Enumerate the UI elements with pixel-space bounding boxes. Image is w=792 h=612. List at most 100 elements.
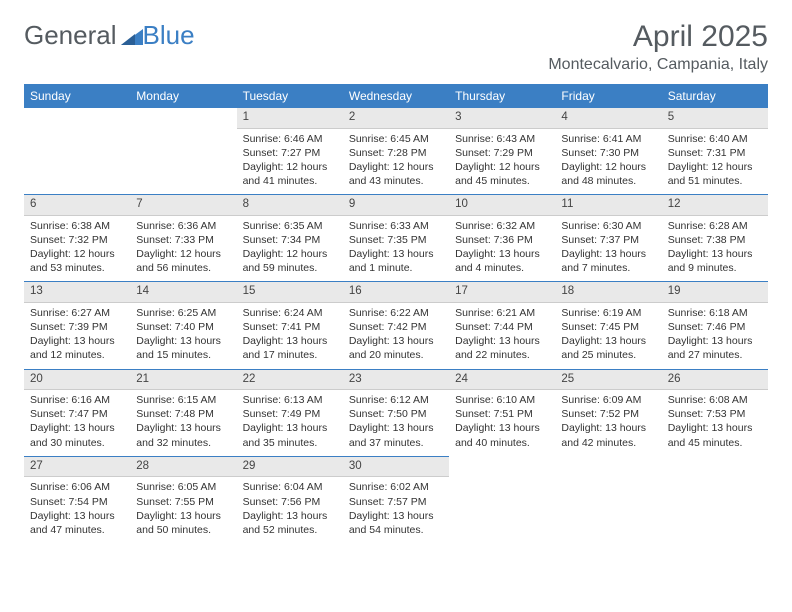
sunset-line: Sunset: 7:31 PM <box>668 146 762 160</box>
day-detail: Sunrise: 6:35 AMSunset: 7:34 PMDaylight:… <box>237 216 343 282</box>
calendar-week-row: 1Sunrise: 6:46 AMSunset: 7:27 PMDaylight… <box>24 108 768 194</box>
sunrise-line: Sunrise: 6:40 AM <box>668 132 762 146</box>
sunrise-line: Sunrise: 6:09 AM <box>561 393 655 407</box>
calendar-day-cell: 1Sunrise: 6:46 AMSunset: 7:27 PMDaylight… <box>237 108 343 194</box>
day-detail: Sunrise: 6:04 AMSunset: 7:56 PMDaylight:… <box>237 477 343 543</box>
sunset-line: Sunset: 7:28 PM <box>349 146 443 160</box>
sunset-line: Sunset: 7:44 PM <box>455 320 549 334</box>
daylight-line: Daylight: 13 hours and 32 minutes. <box>136 421 230 449</box>
day-number: 10 <box>449 194 555 216</box>
daylight-line: Daylight: 13 hours and 15 minutes. <box>136 334 230 362</box>
daylight-line: Daylight: 13 hours and 25 minutes. <box>561 334 655 362</box>
day-number: 20 <box>24 369 130 391</box>
calendar-week-row: 13Sunrise: 6:27 AMSunset: 7:39 PMDayligh… <box>24 281 768 368</box>
daylight-line: Daylight: 12 hours and 56 minutes. <box>136 247 230 275</box>
calendar-day-cell: 3Sunrise: 6:43 AMSunset: 7:29 PMDaylight… <box>449 108 555 194</box>
calendar-day-cell: 8Sunrise: 6:35 AMSunset: 7:34 PMDaylight… <box>237 194 343 281</box>
daylight-line: Daylight: 13 hours and 40 minutes. <box>455 421 549 449</box>
calendar-day-cell: 10Sunrise: 6:32 AMSunset: 7:36 PMDayligh… <box>449 194 555 281</box>
daylight-line: Daylight: 13 hours and 12 minutes. <box>30 334 124 362</box>
brand-part2: Blue <box>143 20 195 51</box>
calendar-week-row: 6Sunrise: 6:38 AMSunset: 7:32 PMDaylight… <box>24 194 768 281</box>
sunrise-line: Sunrise: 6:08 AM <box>668 393 762 407</box>
day-detail: Sunrise: 6:27 AMSunset: 7:39 PMDaylight:… <box>24 303 130 369</box>
calendar-day-cell: 15Sunrise: 6:24 AMSunset: 7:41 PMDayligh… <box>237 281 343 368</box>
sunset-line: Sunset: 7:38 PM <box>668 233 762 247</box>
daylight-line: Daylight: 13 hours and 17 minutes. <box>243 334 337 362</box>
daylight-line: Daylight: 12 hours and 48 minutes. <box>561 160 655 188</box>
day-detail: Sunrise: 6:21 AMSunset: 7:44 PMDaylight:… <box>449 303 555 369</box>
day-detail: Sunrise: 6:08 AMSunset: 7:53 PMDaylight:… <box>662 390 768 456</box>
day-detail: Sunrise: 6:12 AMSunset: 7:50 PMDaylight:… <box>343 390 449 456</box>
sunset-line: Sunset: 7:52 PM <box>561 407 655 421</box>
sunset-line: Sunset: 7:51 PM <box>455 407 549 421</box>
calendar-day-cell: 9Sunrise: 6:33 AMSunset: 7:35 PMDaylight… <box>343 194 449 281</box>
daylight-line: Daylight: 12 hours and 53 minutes. <box>30 247 124 275</box>
sunset-line: Sunset: 7:35 PM <box>349 233 443 247</box>
day-detail: Sunrise: 6:45 AMSunset: 7:28 PMDaylight:… <box>343 129 449 195</box>
sunset-line: Sunset: 7:29 PM <box>455 146 549 160</box>
sunrise-line: Sunrise: 6:43 AM <box>455 132 549 146</box>
day-detail: Sunrise: 6:36 AMSunset: 7:33 PMDaylight:… <box>130 216 236 282</box>
daylight-line: Daylight: 13 hours and 30 minutes. <box>30 421 124 449</box>
day-detail: Sunrise: 6:24 AMSunset: 7:41 PMDaylight:… <box>237 303 343 369</box>
sunset-line: Sunset: 7:40 PM <box>136 320 230 334</box>
day-number: 30 <box>343 456 449 478</box>
calendar-day-cell: 4Sunrise: 6:41 AMSunset: 7:30 PMDaylight… <box>555 108 661 194</box>
calendar-day-cell: 28Sunrise: 6:05 AMSunset: 7:55 PMDayligh… <box>130 456 236 543</box>
day-detail: Sunrise: 6:38 AMSunset: 7:32 PMDaylight:… <box>24 216 130 282</box>
title-block: April 2025 Montecalvario, Campania, Ital… <box>548 20 768 74</box>
sunrise-line: Sunrise: 6:15 AM <box>136 393 230 407</box>
day-number: 19 <box>662 281 768 303</box>
day-number: 8 <box>237 194 343 216</box>
day-detail: Sunrise: 6:43 AMSunset: 7:29 PMDaylight:… <box>449 129 555 195</box>
calendar-day-cell: 30Sunrise: 6:02 AMSunset: 7:57 PMDayligh… <box>343 456 449 543</box>
day-detail: Sunrise: 6:25 AMSunset: 7:40 PMDaylight:… <box>130 303 236 369</box>
sunrise-line: Sunrise: 6:12 AM <box>349 393 443 407</box>
day-number: 28 <box>130 456 236 478</box>
day-number: 1 <box>237 108 343 129</box>
calendar-body: 1Sunrise: 6:46 AMSunset: 7:27 PMDaylight… <box>24 108 768 543</box>
day-number: 23 <box>343 369 449 391</box>
sunrise-line: Sunrise: 6:30 AM <box>561 219 655 233</box>
daylight-line: Daylight: 13 hours and 4 minutes. <box>455 247 549 275</box>
calendar-day-cell: 11Sunrise: 6:30 AMSunset: 7:37 PMDayligh… <box>555 194 661 281</box>
sunset-line: Sunset: 7:33 PM <box>136 233 230 247</box>
sunset-line: Sunset: 7:34 PM <box>243 233 337 247</box>
sunrise-line: Sunrise: 6:35 AM <box>243 219 337 233</box>
header: GeneralBlue April 2025 Montecalvario, Ca… <box>24 20 768 74</box>
day-number: 3 <box>449 108 555 129</box>
sunset-line: Sunset: 7:48 PM <box>136 407 230 421</box>
daylight-line: Daylight: 12 hours and 51 minutes. <box>668 160 762 188</box>
day-number: 5 <box>662 108 768 129</box>
day-detail: Sunrise: 6:32 AMSunset: 7:36 PMDaylight:… <box>449 216 555 282</box>
sunrise-line: Sunrise: 6:25 AM <box>136 306 230 320</box>
day-detail: Sunrise: 6:22 AMSunset: 7:42 PMDaylight:… <box>343 303 449 369</box>
weekday-header-cell: Sunday <box>24 84 130 108</box>
day-number: 25 <box>555 369 661 391</box>
daylight-line: Daylight: 13 hours and 22 minutes. <box>455 334 549 362</box>
calendar-day-cell: 29Sunrise: 6:04 AMSunset: 7:56 PMDayligh… <box>237 456 343 543</box>
sunrise-line: Sunrise: 6:02 AM <box>349 480 443 494</box>
day-number: 9 <box>343 194 449 216</box>
day-detail: Sunrise: 6:16 AMSunset: 7:47 PMDaylight:… <box>24 390 130 456</box>
location-text: Montecalvario, Campania, Italy <box>548 56 768 74</box>
day-number: 6 <box>24 194 130 216</box>
day-detail: Sunrise: 6:19 AMSunset: 7:45 PMDaylight:… <box>555 303 661 369</box>
day-number: 7 <box>130 194 236 216</box>
daylight-line: Daylight: 12 hours and 59 minutes. <box>243 247 337 275</box>
sunrise-line: Sunrise: 6:46 AM <box>243 132 337 146</box>
calendar-empty-cell <box>130 108 236 194</box>
day-detail: Sunrise: 6:41 AMSunset: 7:30 PMDaylight:… <box>555 129 661 195</box>
day-detail: Sunrise: 6:06 AMSunset: 7:54 PMDaylight:… <box>24 477 130 543</box>
sunrise-line: Sunrise: 6:13 AM <box>243 393 337 407</box>
calendar-empty-cell <box>555 456 661 543</box>
calendar-day-cell: 27Sunrise: 6:06 AMSunset: 7:54 PMDayligh… <box>24 456 130 543</box>
calendar-empty-cell <box>662 456 768 543</box>
daylight-line: Daylight: 13 hours and 45 minutes. <box>668 421 762 449</box>
logo-triangle-icon <box>121 27 143 45</box>
sunrise-line: Sunrise: 6:45 AM <box>349 132 443 146</box>
calendar-weekday-header: SundayMondayTuesdayWednesdayThursdayFrid… <box>24 84 768 108</box>
day-detail: Sunrise: 6:10 AMSunset: 7:51 PMDaylight:… <box>449 390 555 456</box>
calendar-day-cell: 21Sunrise: 6:15 AMSunset: 7:48 PMDayligh… <box>130 369 236 456</box>
